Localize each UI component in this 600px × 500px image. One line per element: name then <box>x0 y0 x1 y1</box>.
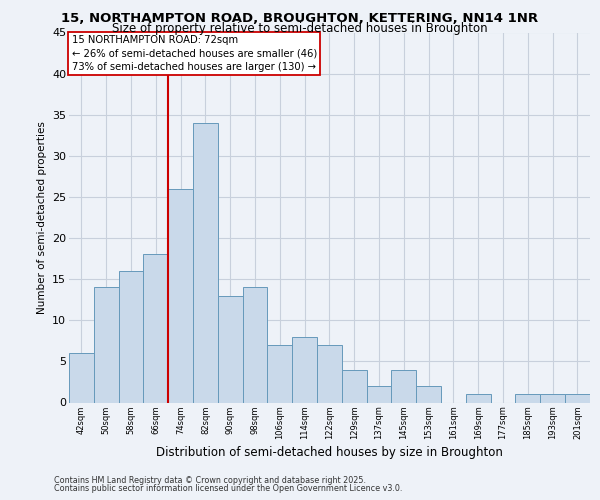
Bar <box>218 296 242 403</box>
Text: Contains public sector information licensed under the Open Government Licence v3: Contains public sector information licen… <box>54 484 403 493</box>
Bar <box>367 386 391 402</box>
Y-axis label: Number of semi-detached properties: Number of semi-detached properties <box>37 121 47 314</box>
Bar <box>193 123 218 402</box>
Text: 15 NORTHAMPTON ROAD: 72sqm
← 26% of semi-detached houses are smaller (46)
73% of: 15 NORTHAMPTON ROAD: 72sqm ← 26% of semi… <box>71 36 317 72</box>
Bar <box>119 271 143 402</box>
Bar <box>268 345 292 403</box>
Bar <box>168 188 193 402</box>
Text: Size of property relative to semi-detached houses in Broughton: Size of property relative to semi-detach… <box>112 22 488 35</box>
Bar <box>292 336 317 402</box>
Bar <box>466 394 491 402</box>
Bar <box>391 370 416 402</box>
Bar <box>143 254 168 402</box>
Bar <box>69 353 94 403</box>
Bar <box>565 394 590 402</box>
Bar <box>317 345 342 403</box>
Text: 15, NORTHAMPTON ROAD, BROUGHTON, KETTERING, NN14 1NR: 15, NORTHAMPTON ROAD, BROUGHTON, KETTERI… <box>61 12 539 24</box>
Bar <box>515 394 540 402</box>
Text: Contains HM Land Registry data © Crown copyright and database right 2025.: Contains HM Land Registry data © Crown c… <box>54 476 366 485</box>
Bar <box>540 394 565 402</box>
Bar <box>342 370 367 402</box>
Bar <box>242 288 268 403</box>
Bar <box>94 288 119 403</box>
X-axis label: Distribution of semi-detached houses by size in Broughton: Distribution of semi-detached houses by … <box>156 446 503 459</box>
Bar <box>416 386 441 402</box>
